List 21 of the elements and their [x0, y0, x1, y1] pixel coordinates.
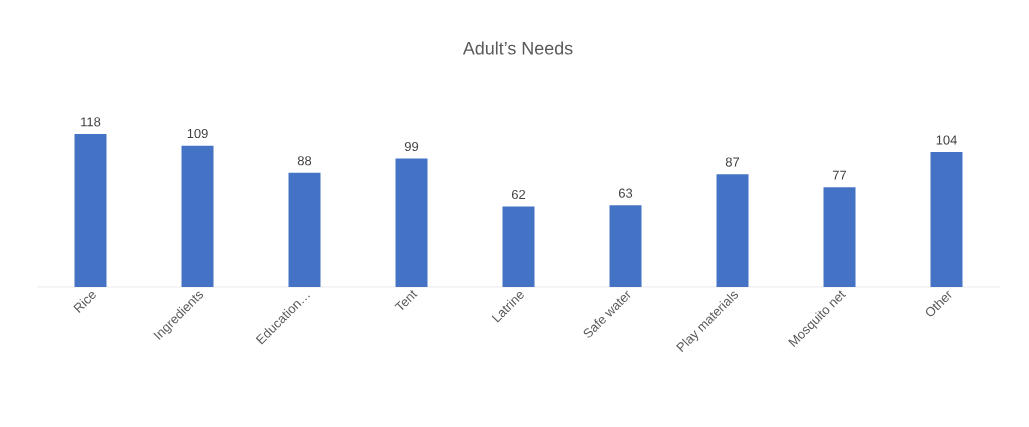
bar — [609, 205, 642, 287]
data-label: 87 — [725, 157, 740, 167]
data-label: 77 — [832, 170, 847, 180]
data-label: 99 — [404, 141, 419, 152]
bar — [181, 145, 214, 287]
bar — [823, 187, 856, 287]
data-label: 118 — [81, 117, 101, 127]
x-tick-label: Tent — [394, 290, 418, 310]
data-label: 63 — [618, 188, 633, 198]
bar — [74, 133, 107, 287]
bar — [716, 174, 749, 287]
bar — [288, 172, 321, 287]
bar — [930, 152, 963, 287]
data-label: 109 — [187, 128, 208, 139]
chart-title: Adult’s Needs — [462, 41, 573, 55]
data-label: 104 — [936, 135, 957, 145]
data-label: 62 — [511, 189, 526, 200]
x-tick-label: Rice — [73, 291, 96, 313]
data-label: 88 — [297, 156, 312, 166]
bar — [502, 206, 535, 287]
bar — [395, 158, 428, 287]
